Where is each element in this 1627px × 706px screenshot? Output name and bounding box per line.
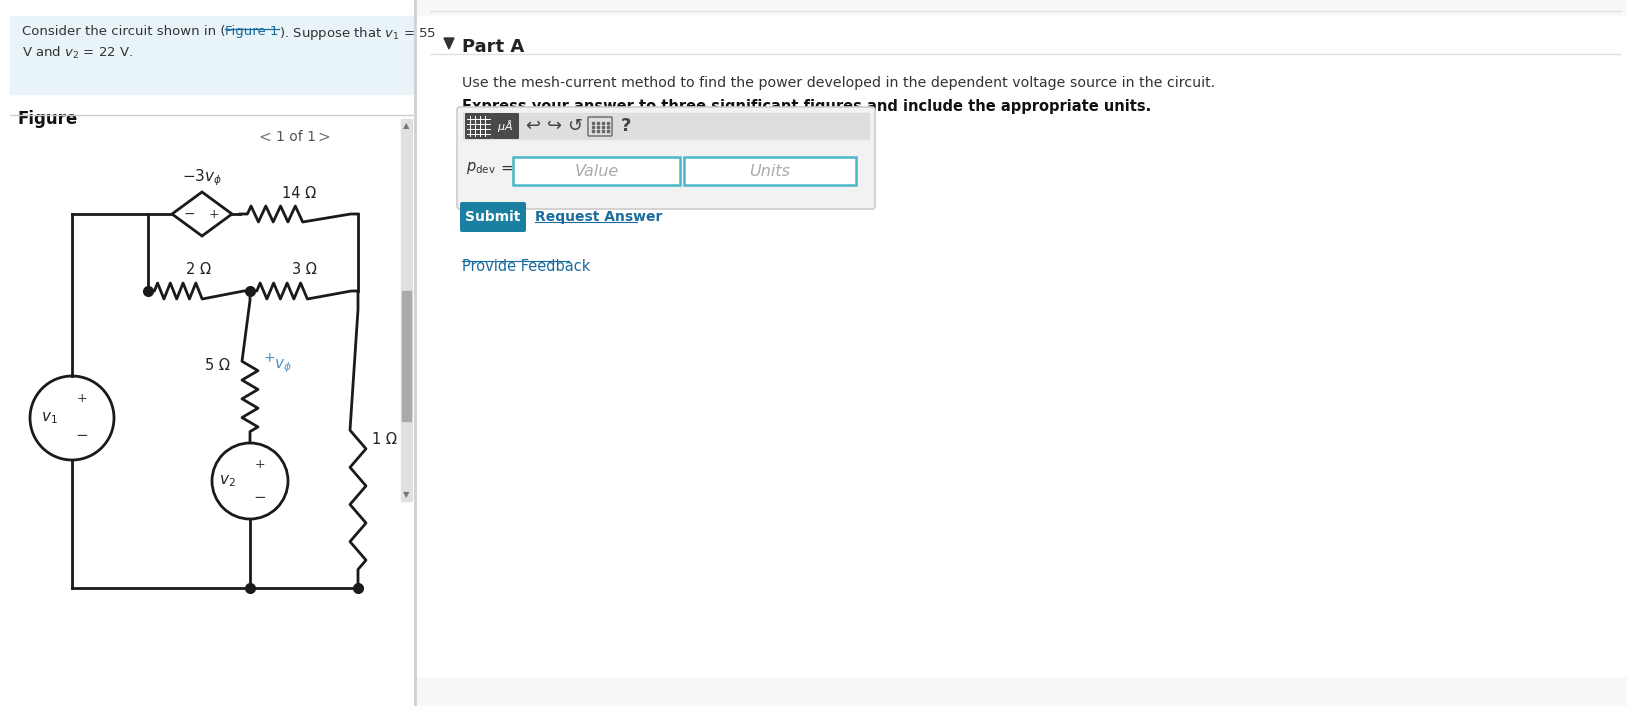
Text: ▲: ▲: [403, 121, 410, 130]
Text: ▼: ▼: [403, 490, 410, 499]
Bar: [400, 119, 412, 501]
Bar: [597, 126, 599, 128]
Bar: [683, 157, 856, 185]
Text: Part A: Part A: [462, 38, 524, 56]
Text: +: +: [264, 351, 275, 365]
Text: Express your answer to three significant figures and include the appropriate uni: Express your answer to three significant…: [462, 99, 1152, 114]
Text: Figure: Figure: [18, 110, 78, 128]
Bar: [607, 122, 610, 124]
Text: Value: Value: [574, 164, 618, 179]
FancyBboxPatch shape: [457, 107, 875, 209]
Text: Submit: Submit: [465, 210, 521, 224]
Text: 1 Ω: 1 Ω: [373, 432, 397, 447]
Bar: [513, 157, 680, 185]
Bar: [607, 126, 610, 128]
Text: 5 Ω: 5 Ω: [205, 359, 229, 373]
Bar: [592, 122, 594, 124]
Text: Provide Feedback: Provide Feedback: [462, 259, 591, 274]
Text: +: +: [208, 208, 220, 220]
Text: =: =: [499, 160, 513, 176]
Text: +: +: [76, 392, 88, 405]
Text: V and $v_2$ = 22 V.: V and $v_2$ = 22 V.: [23, 45, 133, 61]
Text: Use the mesh-current method to find the power developed in the dependent voltage: Use the mesh-current method to find the …: [462, 76, 1215, 90]
Bar: [513, 157, 680, 185]
Polygon shape: [444, 38, 454, 49]
Text: Units: Units: [750, 164, 791, 179]
Text: $v_1$: $v_1$: [41, 410, 59, 426]
Text: $v_2$: $v_2$: [220, 473, 236, 489]
Text: 14 Ω: 14 Ω: [281, 186, 316, 201]
Text: 2 Ω: 2 Ω: [187, 262, 212, 277]
Bar: [402, 291, 412, 421]
Bar: [597, 130, 599, 132]
Text: Consider the circuit shown in (: Consider the circuit shown in (: [23, 25, 226, 38]
Text: ). Suppose that $v_1$ = 55: ). Suppose that $v_1$ = 55: [278, 25, 436, 42]
Bar: [597, 122, 599, 124]
Bar: [602, 126, 605, 128]
Text: +: +: [255, 457, 265, 470]
Bar: [464, 113, 869, 139]
Text: ↺: ↺: [568, 117, 582, 135]
Text: >: >: [317, 130, 330, 145]
Text: ?: ?: [622, 117, 631, 135]
Text: −: −: [254, 489, 267, 505]
Text: 1 of 1: 1 of 1: [277, 130, 316, 144]
FancyBboxPatch shape: [465, 113, 491, 139]
Text: $v_\phi$: $v_\phi$: [273, 357, 291, 375]
Bar: [683, 157, 856, 185]
Bar: [592, 126, 594, 128]
Bar: [417, 0, 1627, 706]
Bar: [417, 16, 1627, 676]
Text: ↩: ↩: [526, 117, 540, 135]
Text: ↪: ↪: [547, 117, 563, 135]
FancyBboxPatch shape: [460, 202, 526, 232]
FancyBboxPatch shape: [491, 113, 519, 139]
Text: $-3v_\phi$: $-3v_\phi$: [182, 167, 223, 188]
Bar: [607, 130, 610, 132]
Text: Figure 1: Figure 1: [225, 25, 278, 38]
Text: −: −: [75, 429, 88, 443]
Text: $p_{\mathrm{dev}}$: $p_{\mathrm{dev}}$: [465, 160, 496, 176]
Text: Request Answer: Request Answer: [535, 210, 662, 224]
Text: $\mu\AA$: $\mu\AA$: [496, 118, 513, 134]
Text: −: −: [184, 207, 195, 221]
Bar: [602, 130, 605, 132]
Text: <: <: [259, 130, 270, 145]
Text: 3 Ω: 3 Ω: [291, 262, 316, 277]
Bar: [592, 130, 594, 132]
Bar: [602, 122, 605, 124]
Bar: [10, 16, 415, 94]
